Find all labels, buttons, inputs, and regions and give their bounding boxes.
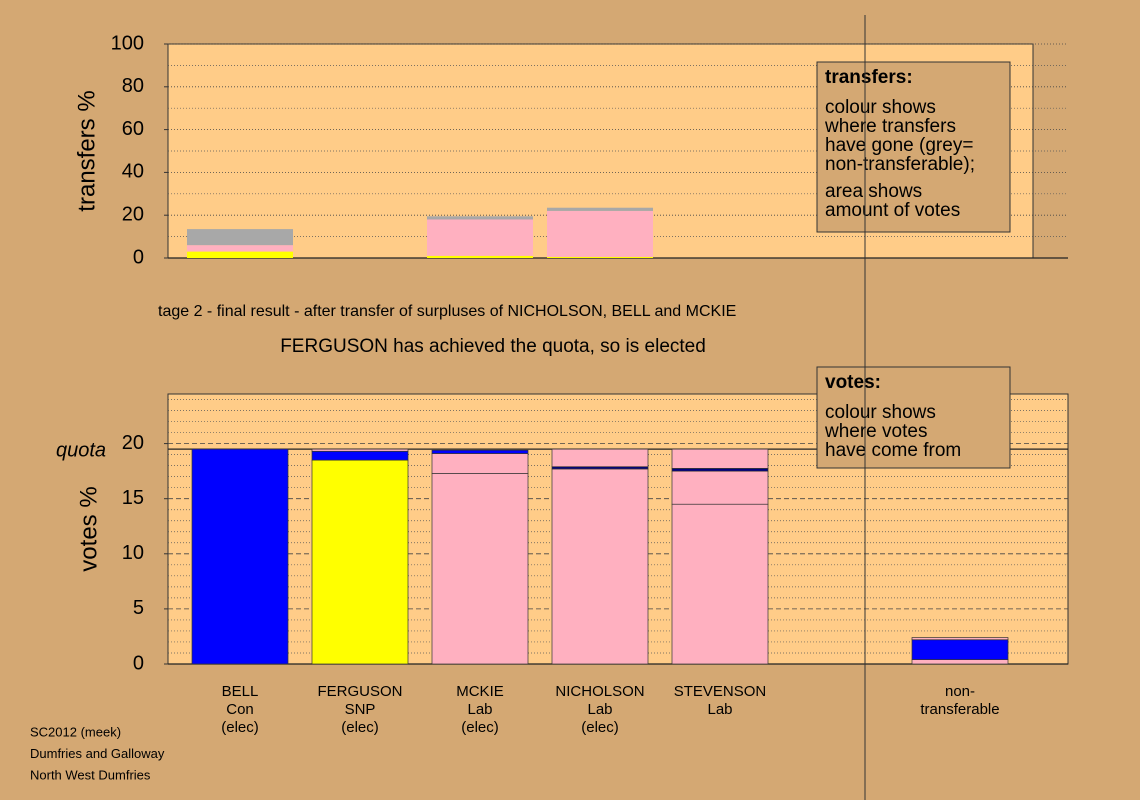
legend-text: amount of votes [825,200,960,221]
bar-segment [547,256,653,258]
bar-segment [431,453,529,474]
legend-text: area shows [825,181,922,202]
y-axis-title: votes % [75,486,102,571]
y-tick-label: 80 [122,75,144,97]
x-tick-label: Lab [587,701,612,718]
x-tick-label: Con [226,701,254,718]
quota-label: quota [56,439,106,461]
bar-segment [427,216,533,220]
legend-text: have gone (grey= [825,135,973,156]
bar-segment [187,229,293,246]
bar-segment [311,448,409,452]
bar-segment [187,251,293,258]
y-tick-label: 60 [122,118,144,140]
x-tick-label: (elec) [581,719,619,736]
bar-segment [551,468,649,665]
bar-segment [671,448,769,469]
y-tick-label: 5 [133,597,144,619]
x-tick-label: STEVENSON [674,683,767,700]
x-tick-label: (elec) [221,719,259,736]
y-tick-label: 40 [122,161,144,183]
y-tick-label: 15 [122,487,144,509]
bar-segment [547,207,653,211]
x-tick-label: NICHOLSON [555,683,644,700]
y-tick-label: 100 [111,32,144,54]
x-tick-label: Lab [707,701,732,718]
bar-segment [427,255,533,258]
bar-segment [671,470,769,505]
legend-title: transfers: [825,67,913,88]
x-tick-label: (elec) [461,719,499,736]
y-tick-label: 0 [133,246,144,268]
y-axis-title: transfers % [73,90,100,211]
bar-segment [671,468,769,472]
y-tick-label: 10 [122,542,144,564]
bar-segment [911,659,1009,665]
x-tick-label: non- [945,683,975,700]
bar-segment [187,245,293,252]
bar-segment [671,503,769,665]
footer-text: North West Dumfries [30,767,151,782]
legend-box [816,61,1011,233]
y-tick-label: 0 [133,652,144,674]
chart-title: tage 2 - final result - after transfer o… [158,303,736,320]
bar-segment [427,219,533,256]
bar-segment [311,450,409,461]
bar-segment [431,472,529,665]
x-tick-label: MCKIE [456,683,504,700]
legend-text: colour shows [825,402,936,423]
chart-subtitle: FERGUSON has achieved the quota, so is e… [280,336,706,357]
x-tick-label: FERGUSON [317,683,402,700]
legend-text: where votes [824,421,927,442]
legend-text: have come from [825,440,961,461]
x-tick-label: SNP [345,701,376,718]
bar-segment [431,449,529,454]
bar-segment [551,448,649,468]
y-tick-label: 20 [122,203,144,225]
bar-segment [911,639,1009,660]
x-tick-label: BELL [222,683,259,700]
legend-text: where transfers [824,116,956,137]
y-tick-label: 20 [122,432,144,454]
x-tick-label: (elec) [341,719,379,736]
legend-box [816,366,1011,469]
footer-text: Dumfries and Galloway [30,746,165,761]
bar-segment [547,210,653,257]
x-tick-label: Lab [467,701,492,718]
legend-title: votes: [825,372,881,393]
bar-segment [191,448,289,665]
bar-segment [311,459,409,665]
x-tick-label: transferable [920,701,999,718]
bar-segment [911,637,1009,641]
footer-text: SC2012 (meek) [30,724,121,739]
legend-text: non-transferable); [825,154,975,175]
legend-text: colour shows [825,97,936,118]
